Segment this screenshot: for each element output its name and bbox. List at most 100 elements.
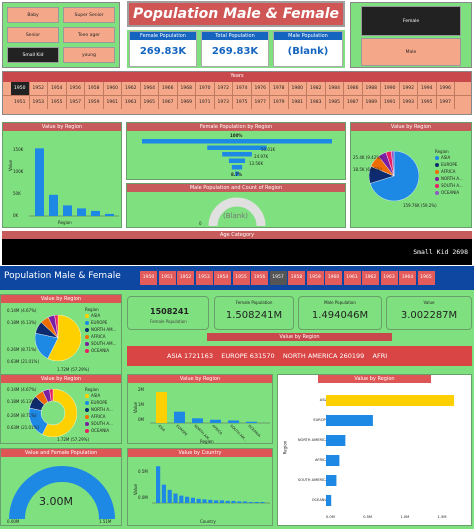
year-button-1980[interactable]: 1980 <box>289 82 307 95</box>
bar <box>326 455 340 466</box>
year-button-1959[interactable]: 1959 <box>85 96 104 109</box>
pie-legend: Region ASIA EUROPE AFRICA NORTH A... SOUTH A… <box>435 149 463 196</box>
year-button-1951[interactable]: 1951 <box>158 271 176 285</box>
y-tick: 0.0M <box>138 495 148 500</box>
age-button-small-kid[interactable]: Small Kid <box>7 47 59 63</box>
year-button-1958[interactable]: 1958 <box>85 82 104 95</box>
year-button-1966[interactable]: 1966 <box>159 82 178 95</box>
year-button-1965[interactable]: 1965 <box>141 96 159 109</box>
year-button-1963[interactable]: 1963 <box>380 271 398 285</box>
year-button-1954[interactable]: 1954 <box>214 271 231 285</box>
gauge-max: 1.51M <box>99 519 112 524</box>
year-button-1983[interactable]: 1983 <box>307 96 326 109</box>
year-button-1971[interactable]: 1971 <box>196 96 215 109</box>
region-pie-chart-bottom: Value by Region 0.14M (4.67%) 0.18M (6.1… <box>0 294 122 378</box>
year-button-1960[interactable]: 1960 <box>104 82 122 95</box>
year-button-1953[interactable]: 1953 <box>195 271 213 285</box>
pie-slice <box>369 151 419 201</box>
gender-button-female[interactable]: Female <box>361 6 461 36</box>
bar <box>248 501 253 503</box>
years-slicer-bottom: 1950 1951 1952 1953 1954 1955 1956 1957 1958 1959… <box>140 271 474 285</box>
legend-label: EUROPE <box>91 400 108 405</box>
year-button-1996[interactable]: 1996 <box>437 82 455 95</box>
year-button-1963[interactable]: 1963 <box>122 96 141 109</box>
y-tick: 2M <box>138 387 144 392</box>
year-button-1991[interactable]: 1991 <box>381 96 400 109</box>
year-button-1978[interactable]: 1978 <box>270 82 289 95</box>
year-button-1960[interactable]: 1960 <box>325 271 342 285</box>
year-button-1955[interactable]: 1955 <box>232 271 250 285</box>
x-axis-label: Country <box>200 519 216 524</box>
year-button-1951[interactable]: 1951 <box>11 96 30 109</box>
pie-label: 0.63M (21.01%) <box>7 359 40 364</box>
year-button-1974[interactable]: 1974 <box>233 82 252 95</box>
year-button-1958[interactable]: 1958 <box>288 271 305 285</box>
year-button-1987[interactable]: 1987 <box>344 96 363 109</box>
year-button-1965[interactable]: 1965 <box>417 271 435 285</box>
year-button-1977[interactable]: 1977 <box>252 96 270 109</box>
year-button-1972[interactable]: 1972 <box>215 82 233 95</box>
legend-label: AFRICA <box>91 414 106 419</box>
year-button-1957[interactable]: 1957 <box>269 271 287 285</box>
age-button-teen-ager[interactable]: Teen ager <box>63 27 115 43</box>
year-button-1990[interactable]: 1990 <box>381 82 400 95</box>
year-button-1959[interactable]: 1959 <box>306 271 324 285</box>
bar <box>208 499 213 503</box>
year-button-1954[interactable]: 1954 <box>48 82 67 95</box>
year-button-1997[interactable]: 1997 <box>437 96 455 109</box>
year-button-1981[interactable]: 1981 <box>289 96 307 109</box>
year-button-1950[interactable]: 1950 <box>140 271 157 285</box>
year-button-1962[interactable]: 1962 <box>362 271 379 285</box>
x-tick: 0.0M <box>326 515 335 519</box>
year-button-1979[interactable]: 1979 <box>270 96 289 109</box>
year-button-1982[interactable]: 1982 <box>307 82 326 95</box>
year-button-1994[interactable]: 1994 <box>418 82 437 95</box>
year-button-1964[interactable]: 1964 <box>141 82 159 95</box>
year-button-1957[interactable]: 1957 <box>67 96 85 109</box>
year-button-1968[interactable]: 1968 <box>178 82 196 95</box>
page-title: Population Male & Female <box>127 1 345 27</box>
year-button-1950[interactable]: 1950 <box>11 82 30 95</box>
funnel-label: 13.56K <box>249 161 264 166</box>
funnel-bar <box>228 158 246 163</box>
year-button-1952[interactable]: 1952 <box>30 82 48 95</box>
pie-slice <box>54 315 59 339</box>
age-button-baby[interactable]: Baby <box>7 7 59 23</box>
year-button-1992[interactable]: 1992 <box>400 82 418 95</box>
age-button-young[interactable]: young <box>63 47 115 63</box>
year-button-1970[interactable]: 1970 <box>196 82 215 95</box>
year-button-1962[interactable]: 1962 <box>122 82 141 95</box>
year-button-1985[interactable]: 1985 <box>326 96 344 109</box>
year-button-1956[interactable]: 1956 <box>251 271 268 285</box>
value-by-region-bar-chart: Value by Region Region ASIA EUROPE NORTH A… <box>277 374 472 526</box>
year-button-1993[interactable]: 1993 <box>400 96 418 109</box>
age-button-super-senior[interactable]: Super Senior <box>63 7 115 23</box>
year-button-1953[interactable]: 1953 <box>30 96 48 109</box>
year-button-1975[interactable]: 1975 <box>233 96 252 109</box>
year-button-1955[interactable]: 1955 <box>48 96 67 109</box>
age-button-senior[interactable]: Senior <box>7 27 59 43</box>
legend-swatch <box>85 327 89 332</box>
legend-item: AFRICA <box>435 168 463 175</box>
gender-button-male[interactable]: Male <box>361 38 461 66</box>
year-button-1967[interactable]: 1967 <box>159 96 178 109</box>
bar <box>326 495 332 506</box>
year-button-1964[interactable]: 1964 <box>399 271 416 285</box>
year-button-1984[interactable]: 1984 <box>326 82 344 95</box>
year-button-1952[interactable]: 1952 <box>177 271 194 285</box>
year-button-1961[interactable]: 1961 <box>343 271 361 285</box>
year-button-1969[interactable]: 1969 <box>178 96 196 109</box>
year-button-1986[interactable]: 1986 <box>344 82 363 95</box>
year-button-1961[interactable]: 1961 <box>104 96 122 109</box>
male-gauge-chart: Male Population and Count of Region (Bla… <box>126 183 346 228</box>
year-button-1956[interactable]: 1956 <box>67 82 85 95</box>
chart-title: Value by Region <box>207 333 392 341</box>
legend-title: Region <box>85 307 99 312</box>
year-button-1989[interactable]: 1989 <box>363 96 381 109</box>
year-button-1973[interactable]: 1973 <box>215 96 233 109</box>
pie-label: 0.63M (21.01%) <box>7 425 40 430</box>
x-tick: 1.5M <box>437 515 447 519</box>
year-button-1995[interactable]: 1995 <box>418 96 437 109</box>
year-button-1976[interactable]: 1976 <box>252 82 270 95</box>
year-button-1988[interactable]: 1988 <box>363 82 381 95</box>
